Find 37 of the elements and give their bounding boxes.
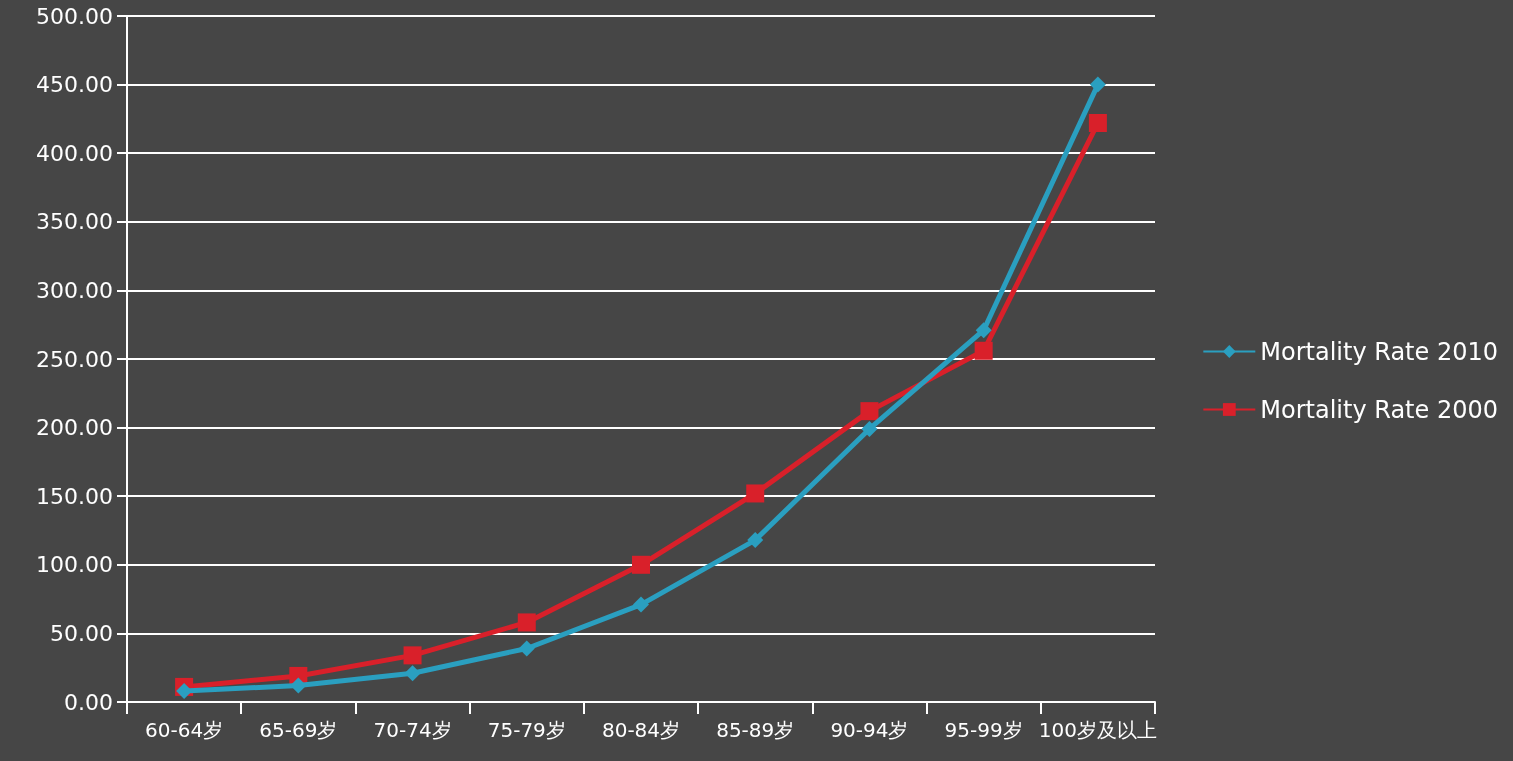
x-tick-label: 70-74岁: [373, 718, 452, 742]
x-tick-label: 90-94岁: [830, 718, 909, 742]
x-tick-label: 95-99岁: [944, 718, 1023, 742]
point: [975, 322, 992, 339]
point: [1088, 114, 1107, 133]
x-tick-label: 65-69岁: [259, 718, 338, 742]
y-tick-label: 250.00: [36, 346, 113, 372]
x-tick-label: 60-64岁: [145, 718, 224, 742]
point: [747, 532, 764, 549]
legend-label: Mortality Rate 2010: [1260, 337, 1499, 366]
point: [860, 402, 879, 421]
point: [517, 613, 536, 632]
point: [403, 646, 422, 665]
point: [633, 596, 649, 613]
y-tick-label: 350.00: [36, 209, 113, 235]
point: [861, 420, 878, 437]
x-tick-label: 100岁及以上: [1038, 718, 1157, 742]
y-tick-label: 150.00: [36, 483, 113, 509]
legend-label: Mortality Rate 2000: [1260, 395, 1499, 424]
y-tick-label: 300.00: [36, 277, 113, 303]
y-tick-label: 50.00: [50, 620, 113, 646]
point: [632, 555, 650, 574]
point: [1089, 76, 1106, 93]
y-tick-label: 200.00: [36, 415, 113, 441]
point: [290, 677, 307, 694]
x-tick-label: 85-89岁: [716, 718, 795, 742]
y-tick-label: 100.00: [36, 552, 113, 578]
y-tick-label: 400.00: [36, 140, 113, 166]
y-tick-label: 0.00: [64, 689, 113, 715]
point: [518, 640, 535, 657]
y-tick-label: 450.00: [36, 72, 113, 98]
point: [404, 665, 421, 682]
x-tick-label: 75-79岁: [487, 718, 566, 742]
x-tick-label: 80-84岁: [601, 718, 681, 742]
point: [746, 484, 765, 503]
point: [974, 341, 993, 360]
y-tick-label: 500.00: [36, 3, 113, 29]
